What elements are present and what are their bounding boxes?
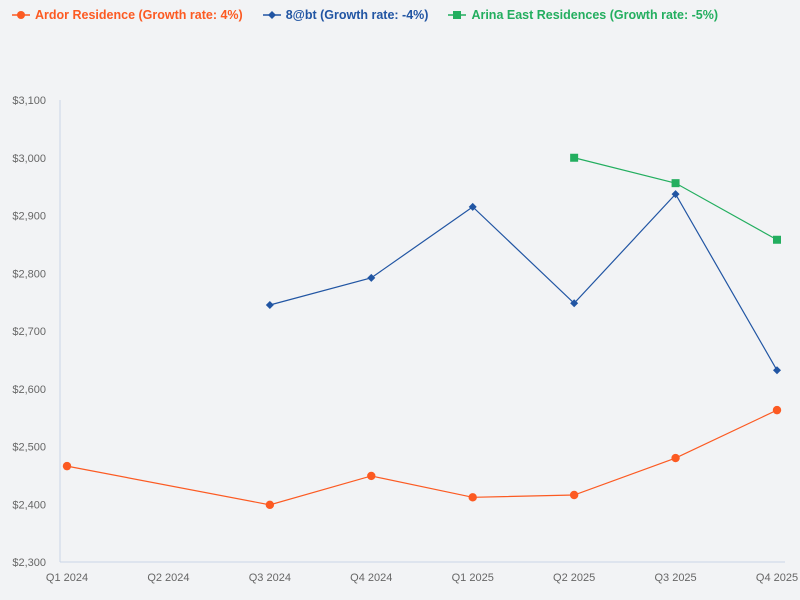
data-point[interactable]	[367, 273, 376, 282]
data-point[interactable]	[773, 366, 781, 375]
y-tick-label: $2,600	[12, 384, 46, 396]
data-point[interactable]	[62, 461, 72, 471]
x-tick-label: Q1 2025	[452, 572, 494, 584]
square-marker-icon	[448, 11, 467, 19]
data-point[interactable]	[265, 301, 274, 310]
series-diamond	[265, 190, 781, 375]
legend-label: Ardor Residence (Growth rate: 4%)	[35, 8, 243, 22]
data-point[interactable]	[671, 179, 680, 188]
x-tick-label: Q2 2025	[553, 572, 595, 584]
y-axis: $2,300 $2,400 $2,500 $2,600 $2,700 $2,800 $2,9…	[12, 95, 61, 569]
x-tick-label: Q4 2024	[350, 572, 392, 584]
series-square	[570, 153, 781, 244]
legend-label: 8@bt (Growth rate: -4%)	[285, 8, 429, 22]
chart-legend: Ardor Residence (Growth rate: 4%) 8@bt (…	[12, 8, 718, 22]
diamond-marker-icon	[262, 11, 281, 19]
x-tick-label: Q3 2024	[249, 572, 291, 584]
data-point[interactable]	[468, 202, 477, 211]
data-point[interactable]	[265, 500, 275, 510]
y-tick-label: $3,100	[12, 95, 46, 107]
data-point[interactable]	[570, 153, 579, 162]
x-tick-label: Q2 2024	[147, 572, 189, 584]
series-layer	[62, 153, 782, 510]
x-tick-label: Q3 2025	[654, 572, 696, 584]
series-circle	[62, 405, 782, 510]
legend-label: Arina East Residences (Growth rate: -5%)	[471, 8, 719, 22]
circle-marker-icon	[12, 11, 30, 19]
data-point[interactable]	[772, 405, 782, 415]
y-tick-label: $2,800	[12, 268, 46, 280]
y-tick-label: $2,500	[12, 442, 46, 454]
legend-item-ardor-residence[interactable]: Ardor Residence (Growth rate: 4%)	[12, 8, 243, 22]
data-point[interactable]	[468, 493, 477, 502]
x-tick-label: Q1 2024	[46, 572, 88, 584]
y-tick-label: $2,700	[12, 326, 46, 338]
y-tick-label: $2,900	[12, 211, 46, 223]
data-point[interactable]	[773, 235, 781, 244]
x-tick-label: Q4 2025	[756, 572, 798, 584]
x-axis: Q1 2024 Q2 2024 Q3 2024 Q4 2024 Q1 2025 Q2 20…	[46, 561, 798, 584]
y-tick-label: $2,300	[12, 557, 46, 569]
y-tick-label: $3,000	[12, 153, 46, 165]
data-point[interactable]	[570, 299, 579, 308]
data-point[interactable]	[569, 490, 579, 500]
data-point[interactable]	[367, 471, 376, 481]
data-point[interactable]	[671, 190, 680, 199]
y-tick-label: $2,400	[12, 499, 46, 511]
legend-item-arina-east-residences[interactable]: Arina East Residences (Growth rate: -5%)	[448, 8, 718, 22]
data-point[interactable]	[671, 453, 680, 463]
legend-item-8-at-bt[interactable]: 8@bt (Growth rate: -4%)	[262, 8, 429, 22]
